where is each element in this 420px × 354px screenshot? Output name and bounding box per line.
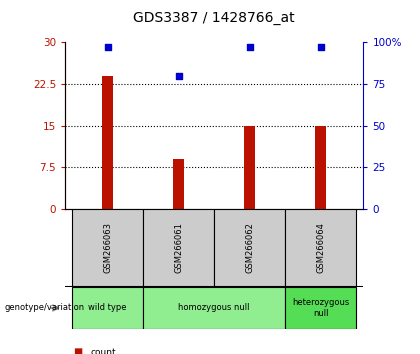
Polygon shape xyxy=(72,287,143,329)
Polygon shape xyxy=(285,209,356,287)
Point xyxy=(104,45,111,50)
Text: genotype/variation: genotype/variation xyxy=(4,303,84,313)
Bar xyxy=(244,126,255,209)
Point xyxy=(175,73,182,79)
Point xyxy=(247,45,253,50)
Polygon shape xyxy=(143,209,214,287)
Polygon shape xyxy=(72,209,143,287)
Text: GDS3387 / 1428766_at: GDS3387 / 1428766_at xyxy=(134,11,295,25)
Text: ■: ■ xyxy=(74,347,83,354)
Text: count: count xyxy=(90,348,116,354)
Bar xyxy=(173,159,184,209)
Point xyxy=(318,45,324,50)
Text: heterozygous
null: heterozygous null xyxy=(292,298,349,318)
Bar xyxy=(315,126,326,209)
Polygon shape xyxy=(285,287,356,329)
Text: GSM266061: GSM266061 xyxy=(174,222,183,273)
Polygon shape xyxy=(214,209,285,287)
Text: wild type: wild type xyxy=(89,303,127,313)
Text: GSM266062: GSM266062 xyxy=(245,222,254,273)
Text: GSM266063: GSM266063 xyxy=(103,222,112,273)
Polygon shape xyxy=(143,287,285,329)
Text: homozygous null: homozygous null xyxy=(178,303,250,313)
Text: GSM266064: GSM266064 xyxy=(316,222,325,273)
Bar xyxy=(102,76,113,209)
